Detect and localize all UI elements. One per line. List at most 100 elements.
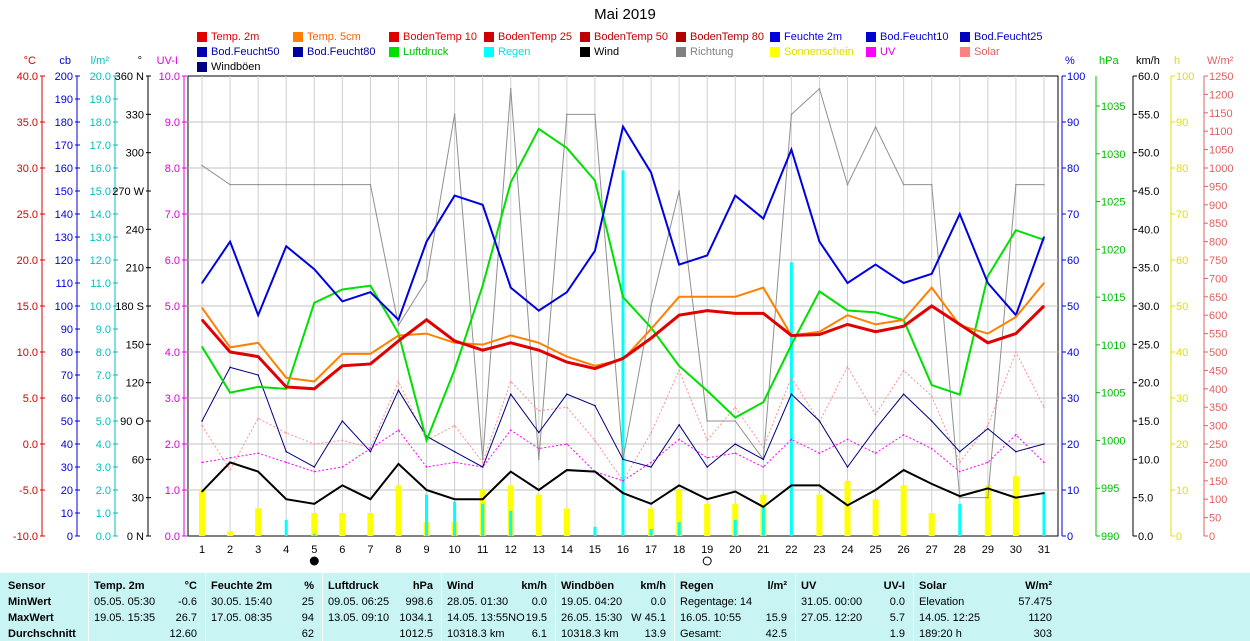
sunshine-bar bbox=[676, 490, 683, 536]
rain-bar bbox=[761, 506, 765, 536]
axis-tick-label: 40.0 bbox=[17, 71, 38, 83]
axis-tick-label: 600 bbox=[1209, 310, 1227, 322]
axis-unit-label: l/m² bbox=[91, 55, 110, 67]
stats-max-value: 1034.1 bbox=[399, 612, 433, 624]
axis-unit-label: °C bbox=[24, 55, 36, 67]
x-tick-label: 12 bbox=[505, 544, 517, 556]
temp-5cm-line-point bbox=[369, 353, 372, 355]
axis-tick-label: 400 bbox=[1209, 384, 1227, 396]
axis-tick-label: 15.0 bbox=[90, 186, 111, 198]
legend-label: Richtung bbox=[690, 46, 734, 58]
stats-max-datetime: 26.05. 15:30 bbox=[561, 612, 623, 624]
humidity-line-point bbox=[987, 282, 989, 284]
axis-tick-label: 60 bbox=[61, 393, 73, 405]
temp-5cm-line-point bbox=[874, 323, 877, 326]
axis-unit-label: UV-I bbox=[157, 55, 178, 67]
pressure-line-point bbox=[706, 389, 708, 392]
sunshine-bar bbox=[844, 480, 851, 536]
axis-tick-label: 110 bbox=[55, 278, 73, 290]
axis-tick-label: 80 bbox=[1067, 163, 1079, 175]
axis-tick-label: 650 bbox=[1209, 292, 1227, 304]
axis-tick-label: 0.0 bbox=[1138, 531, 1153, 543]
humidity-line-point bbox=[650, 171, 652, 174]
humidity-line-point bbox=[509, 286, 512, 289]
temp-2m-line-point bbox=[425, 319, 428, 321]
temp-2m-line-point bbox=[453, 340, 456, 342]
temp-2m-line-point bbox=[341, 365, 344, 367]
temp-5cm-line-point bbox=[734, 296, 737, 298]
solar-line-point bbox=[509, 380, 512, 383]
wind-gust-line-point bbox=[930, 420, 933, 422]
pressure-line-point bbox=[397, 332, 400, 335]
axis-tick-label: 130 bbox=[55, 232, 73, 244]
rain-bar bbox=[593, 526, 597, 536]
axis-tick-label: 3.0 bbox=[96, 462, 111, 474]
axis-tick-label: 150 bbox=[1209, 476, 1227, 488]
humidity-line-point bbox=[818, 240, 821, 243]
pressure-line-point bbox=[341, 288, 344, 291]
axis-tick-label: 16.0 bbox=[90, 163, 111, 175]
axis-tick-label: 100 bbox=[55, 301, 73, 313]
stats-sensor-name: Wind bbox=[447, 580, 474, 592]
stats-min-value: 0.0 bbox=[531, 596, 547, 608]
legend-label: Sonnenschein bbox=[784, 46, 854, 58]
stats-unit: l/m² bbox=[767, 580, 787, 592]
temp-2m-line-point bbox=[509, 342, 512, 344]
legend-item: BodenTemp 25 bbox=[484, 31, 572, 43]
legend-label: Windböen bbox=[211, 61, 261, 73]
axis-tick-label: 9.0 bbox=[96, 324, 111, 336]
axis-tick-label: 3.0 bbox=[165, 393, 180, 405]
wind-gust-line-point bbox=[762, 458, 765, 461]
rain-bar bbox=[284, 519, 288, 536]
rain-bar bbox=[958, 503, 962, 536]
wind-line-point bbox=[790, 484, 793, 487]
x-tick-label: 2 bbox=[227, 544, 233, 556]
legend-label: UV bbox=[880, 46, 896, 58]
legend-item: Temp. 2m bbox=[197, 31, 259, 43]
stats-min-datetime: Regentage: 14 bbox=[680, 596, 753, 608]
x-tick-label: 29 bbox=[982, 544, 994, 556]
axis-tick-label: 350 bbox=[1209, 402, 1227, 414]
uv-line-point bbox=[790, 438, 793, 441]
pressure-line-point bbox=[425, 439, 428, 442]
temp-5cm-line-point bbox=[930, 286, 933, 289]
wind-gust-line-point bbox=[257, 374, 259, 376]
axis-tick-label: 0.0 bbox=[96, 531, 111, 543]
wind-line-point bbox=[313, 503, 316, 505]
legend-label: BodenTemp 50 bbox=[594, 31, 668, 43]
humidity-line-point bbox=[734, 194, 737, 197]
stats-avg-datetime: 10318.3 km bbox=[561, 628, 619, 640]
axis-tick-label: 150 bbox=[126, 339, 144, 351]
stats-max-datetime: 19.05. 15:35 bbox=[94, 612, 156, 624]
temp-5cm-line-point bbox=[762, 286, 765, 289]
axis-tick-label: -10.0 bbox=[13, 531, 38, 543]
stats-separator bbox=[795, 573, 796, 641]
stats-block: Feuchte 2m% 30.05. 15:40 25 17.05. 08:35 94 6… bbox=[205, 573, 322, 641]
axis-tick-label: 100 bbox=[1209, 494, 1227, 506]
sunshine-bar bbox=[984, 485, 991, 536]
wind-line-point bbox=[650, 503, 652, 505]
rain-bar bbox=[649, 529, 653, 536]
stats-block: Wind km/h 28.05. 01:30 0.0 14.05. 13:55NO 19.… bbox=[441, 573, 555, 641]
wind-line-point bbox=[453, 498, 456, 501]
uv-line-point bbox=[930, 447, 933, 450]
axis-tick-label: 0 bbox=[1176, 531, 1182, 543]
temp-5cm-line-point bbox=[285, 376, 288, 379]
wind-gust-line-point bbox=[846, 466, 849, 468]
axis-tick-label: 6.0 bbox=[165, 255, 180, 267]
axis-tick-label: 1000 bbox=[1209, 163, 1233, 175]
x-tick-label: 18 bbox=[673, 544, 685, 556]
uv-line-point bbox=[818, 452, 821, 455]
axis-tick-label: 1000 bbox=[1101, 435, 1125, 447]
axis-tick-label: 250 bbox=[1209, 439, 1227, 451]
uv-line-point bbox=[566, 443, 568, 445]
axis-tick-label: 30 bbox=[132, 493, 144, 505]
axis-tick-label: 1005 bbox=[1101, 388, 1125, 400]
temp-2m-line-point bbox=[958, 323, 961, 326]
legend-item: Bod.Feucht25 bbox=[960, 31, 1043, 43]
wind-direction-line-point bbox=[1043, 183, 1045, 186]
wind-direction-line-point bbox=[902, 183, 905, 186]
uv-line-point bbox=[285, 461, 288, 464]
axis-unit-label: % bbox=[1065, 55, 1075, 67]
temp-2m-line-point bbox=[313, 388, 316, 390]
